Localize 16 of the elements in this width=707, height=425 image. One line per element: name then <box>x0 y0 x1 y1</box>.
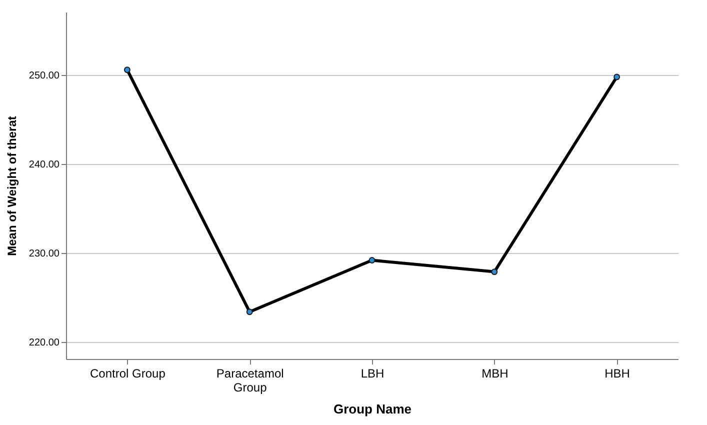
point <box>491 268 498 276</box>
point <box>368 257 376 264</box>
x-tick-label: Control Group <box>90 366 166 380</box>
x-tick-label: MBH <box>482 366 508 380</box>
point <box>246 308 253 316</box>
point <box>124 66 130 74</box>
x-tick-label: HBH <box>604 366 630 380</box>
point <box>614 74 620 80</box>
y-tick-label: 230.00 <box>28 248 60 260</box>
x-tick-label: Paracetamol Group <box>216 366 284 394</box>
x-axis-title: Group Name <box>333 402 412 416</box>
x-tick-label: LBH <box>360 366 384 380</box>
y-tick-label: 240.00 <box>28 160 60 171</box>
y-axis-title: Mean of Weight of therat <box>4 116 19 256</box>
y-tick-label: 250.00 <box>28 70 60 82</box>
y-tick-label: 220.00 <box>28 338 60 349</box>
